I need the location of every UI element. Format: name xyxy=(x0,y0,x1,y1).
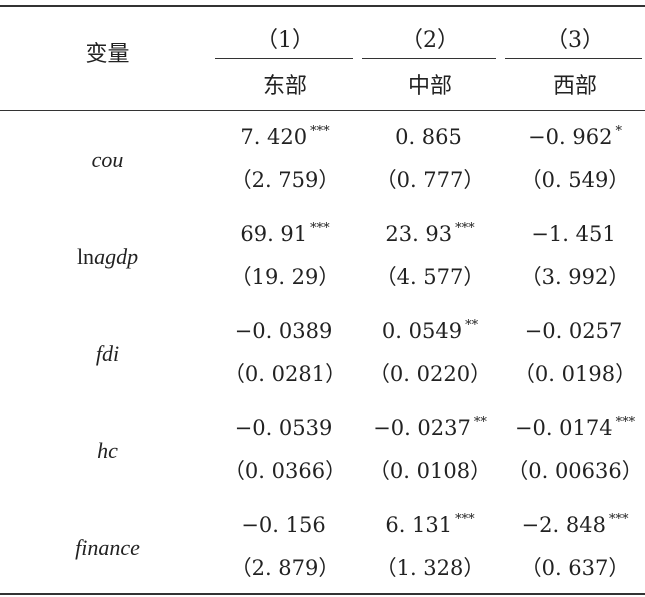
coefficient-cell: −0. 0257 xyxy=(505,319,645,343)
coefficient-value: 6. 131 xyxy=(385,513,453,537)
column-number-2: （2） xyxy=(401,28,459,53)
coefficient-cell: −0. 962 * xyxy=(505,124,645,149)
significance-stars: ** xyxy=(473,415,487,430)
coefficient-value: −0. 0174 xyxy=(514,416,613,440)
variable-name: cou xyxy=(91,147,124,172)
significance-stars: *** xyxy=(310,221,330,236)
significance-stars: ** xyxy=(465,318,479,333)
coefficient-value: −0. 962 xyxy=(528,125,613,149)
significance-stars: *** xyxy=(455,221,475,236)
coefficient-cell: 23. 93 *** xyxy=(360,221,500,246)
column-group-rule-3 xyxy=(505,58,642,59)
coefficient-value: −0. 0257 xyxy=(524,319,623,343)
coefficient-cell: 0. 865 xyxy=(360,125,500,149)
coefficient-value: 69. 91 xyxy=(240,222,308,246)
coefficient-cell: −1. 451 xyxy=(505,222,645,246)
header-variable-label: 变量 xyxy=(85,42,130,67)
significance-stars: *** xyxy=(608,512,629,527)
coefficient-cell: −0. 0389 xyxy=(215,319,355,343)
coefficient-cell: 0. 0549 ** xyxy=(360,318,500,343)
header-bottom-rule xyxy=(0,110,645,111)
standard-error-cell: （1. 328） xyxy=(375,556,485,580)
coefficient-value: 7. 420 xyxy=(240,125,308,149)
row-variable-name: cou xyxy=(0,147,215,173)
coefficient-cell: 7. 420 *** xyxy=(215,124,355,149)
variable-name: hc xyxy=(97,438,118,463)
standard-error-cell: （2. 759） xyxy=(230,168,340,192)
significance-stars: *** xyxy=(455,512,475,527)
column-name-2: 中部 xyxy=(407,74,452,99)
variable-name: fdi xyxy=(95,341,120,366)
coefficient-value: −1. 451 xyxy=(531,222,616,246)
significance-stars: *** xyxy=(615,415,636,430)
column-name-3: 西部 xyxy=(552,74,597,99)
column-number-1: （1） xyxy=(256,28,314,53)
standard-error-cell: （19. 29） xyxy=(230,265,340,289)
coefficient-value: −0. 0237 xyxy=(373,416,471,440)
row-variable-name: lnagdp xyxy=(0,244,215,270)
coefficient-cell: −0. 0237 ** xyxy=(360,415,500,440)
column-number-3: （3） xyxy=(546,28,604,53)
significance-stars: * xyxy=(615,124,622,139)
standard-error-cell: （0. 777） xyxy=(375,168,485,192)
standard-error-cell: （0. 0281） xyxy=(223,362,347,386)
bottom-rule xyxy=(0,593,645,595)
variable-name: finance xyxy=(75,535,140,560)
row-variable-name: hc xyxy=(0,438,215,464)
standard-error-cell: （4. 577） xyxy=(375,265,485,289)
coefficient-cell: 6. 131 *** xyxy=(360,512,500,537)
row-variable-name: fdi xyxy=(0,341,215,367)
row-variable-name: finance xyxy=(0,535,215,561)
coefficient-value: 23. 93 xyxy=(385,222,453,246)
coefficient-cell: 69. 91 *** xyxy=(215,221,355,246)
variable-name: agdp xyxy=(94,244,139,269)
standard-error-cell: （0. 00636） xyxy=(507,459,643,483)
coefficient-value: −0. 156 xyxy=(241,513,326,537)
column-group-rule-1 xyxy=(215,58,353,59)
standard-error-cell: （0. 637） xyxy=(520,556,630,580)
column-name-1: 东部 xyxy=(262,74,307,99)
variable-prefix: ln xyxy=(76,244,95,269)
coefficient-cell: −0. 0174 *** xyxy=(505,415,645,440)
standard-error-cell: （0. 0366） xyxy=(223,459,347,483)
coefficient-value: 0. 865 xyxy=(395,125,462,149)
standard-error-cell: （0. 0108） xyxy=(368,459,492,483)
top-rule xyxy=(0,5,645,7)
coefficient-cell: −0. 156 xyxy=(215,513,355,537)
coefficient-value: −2. 848 xyxy=(521,513,606,537)
coefficient-cell: −2. 848 *** xyxy=(505,512,645,537)
significance-stars: *** xyxy=(310,124,330,139)
standard-error-cell: （0. 549） xyxy=(520,168,630,192)
coefficient-value: −0. 0389 xyxy=(234,319,333,343)
column-group-rule-2 xyxy=(362,58,496,59)
standard-error-cell: （3. 992） xyxy=(520,265,630,289)
coefficient-cell: −0. 0539 xyxy=(215,416,355,440)
standard-error-cell: （0. 0198） xyxy=(513,362,637,386)
coefficient-value: −0. 0539 xyxy=(234,416,333,440)
standard-error-cell: （0. 0220） xyxy=(368,362,492,386)
coefficient-value: 0. 0549 xyxy=(381,319,463,343)
standard-error-cell: （2. 879） xyxy=(230,556,340,580)
